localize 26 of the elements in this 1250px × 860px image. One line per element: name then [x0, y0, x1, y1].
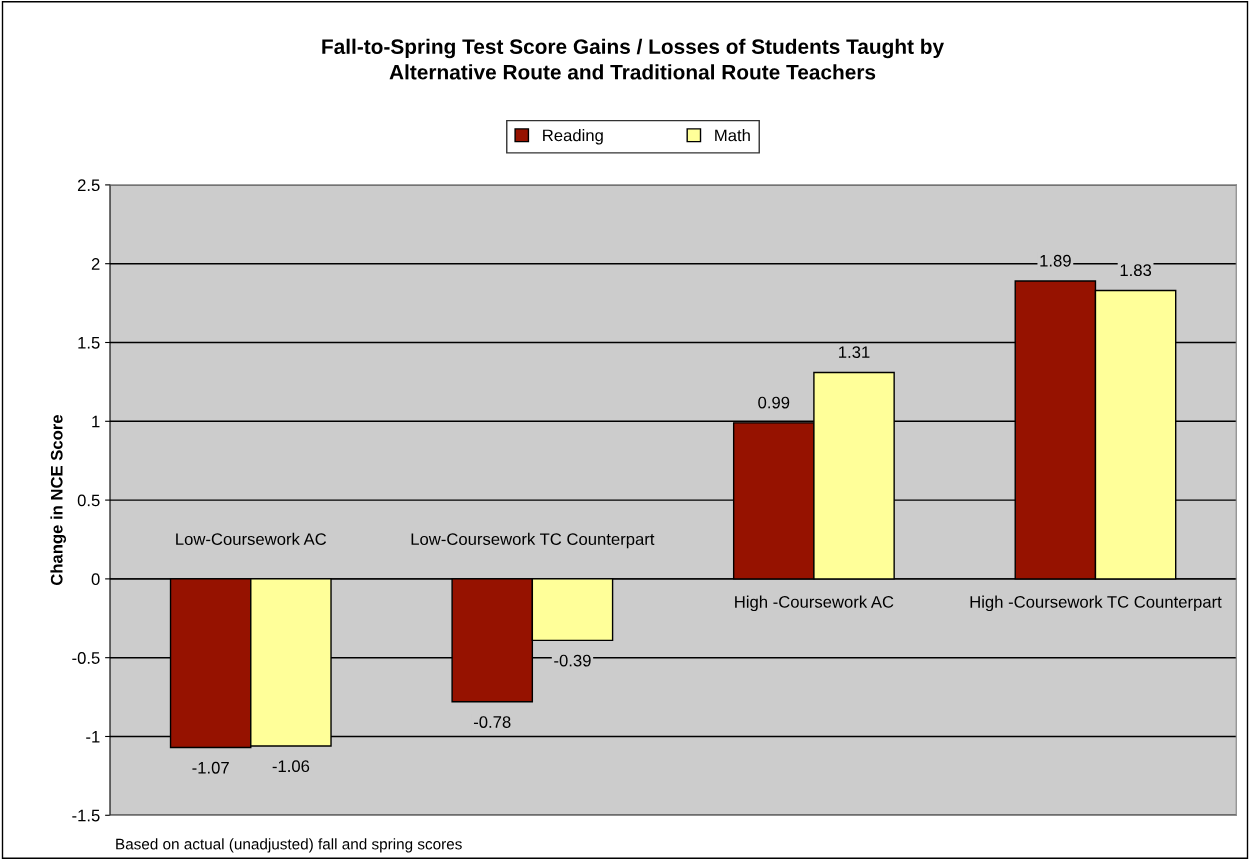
x-tick-label: Low-Coursework AC: [176, 532, 327, 546]
y-tick-label: 2: [91, 258, 100, 270]
data-label: -0.39: [554, 654, 591, 667]
y-axis-title: Change in NCE Score: [50, 414, 67, 586]
y-tick-label: 1.5: [78, 337, 100, 349]
x-tick-label: Low-Coursework TC Counterpart: [411, 532, 655, 549]
y-tick-label: -1.5: [72, 809, 100, 822]
y-tick-label: 2.5: [77, 179, 100, 192]
data-label: -1.06: [272, 760, 310, 773]
x-tick-label: High -Coursework TC Counterpart: [970, 595, 1222, 612]
data-label: -1.07: [192, 761, 229, 774]
y-tick-label: 0: [91, 573, 100, 586]
y-tick-label: 1: [92, 415, 100, 428]
y-tick-label: 0.5: [77, 494, 100, 507]
legend-label: Reading: [543, 129, 603, 145]
data-label: 0.99: [758, 396, 790, 409]
data-label: 1.83: [1120, 264, 1152, 277]
y-tick-label: -1: [86, 731, 100, 743]
x-tick-label: High -Coursework AC: [735, 595, 894, 612]
y-tick-label: -0.5: [72, 652, 100, 664]
data-label: 1.89: [1040, 254, 1071, 267]
text: Based on actual (unadjusted) fall and spring scores: [116, 838, 462, 853]
chart-title: Fall-to-Spring Test Score Gains / Losses of Students Taught by Alternative Route and Traditional Route Teachers: [322, 38, 944, 80]
data-label: -0.78: [473, 716, 511, 728]
data-label: 1.31: [839, 346, 870, 359]
legend-label: Math: [715, 129, 750, 142]
